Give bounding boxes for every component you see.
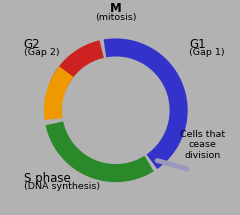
- Text: M: M: [110, 2, 122, 15]
- Text: S phase: S phase: [24, 172, 70, 185]
- Text: G2: G2: [24, 38, 40, 51]
- Text: (DNA synthesis): (DNA synthesis): [24, 182, 100, 191]
- Text: (Gap 1): (Gap 1): [189, 48, 225, 57]
- Text: G1: G1: [189, 38, 206, 51]
- Text: (mitosis): (mitosis): [95, 13, 137, 22]
- Text: Cells that
cease
division: Cells that cease division: [180, 130, 225, 160]
- Text: (Gap 2): (Gap 2): [24, 48, 59, 57]
